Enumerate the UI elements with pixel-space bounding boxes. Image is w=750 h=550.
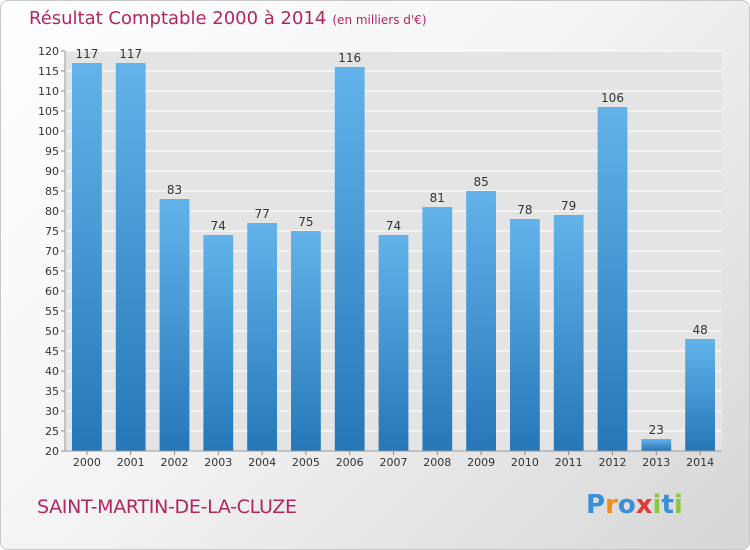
- y-tick-label: 90: [45, 165, 59, 178]
- y-tick-label: 55: [45, 305, 59, 318]
- x-tick-label: 2003: [204, 456, 232, 469]
- x-tick-label: 2014: [686, 456, 714, 469]
- y-tick-label: 60: [45, 285, 59, 298]
- x-tick-label: 2010: [511, 456, 539, 469]
- y-tick-label: 120: [38, 45, 59, 58]
- logo-letter: t: [661, 490, 674, 520]
- bar-value-label: 23: [649, 423, 664, 437]
- y-tick-label: 50: [45, 325, 59, 338]
- city-name: SAINT-MARTIN-DE-LA-CLUZE: [37, 496, 297, 518]
- x-tick-label: 2000: [73, 456, 101, 469]
- bar-value-label: 117: [75, 47, 98, 61]
- chart-title-text: Résultat Comptable 2000 à 2014: [29, 8, 327, 29]
- bar: [422, 207, 453, 451]
- bar-value-label: 106: [601, 91, 624, 105]
- bar-value-label: 117: [119, 47, 142, 61]
- x-tick-label: 2011: [555, 456, 583, 469]
- bar-value-label: 75: [298, 215, 313, 229]
- logo-letter: i: [673, 490, 683, 520]
- y-tick-label: 25: [45, 425, 59, 438]
- x-tick-label: 2001: [117, 456, 145, 469]
- y-tick-label: 20: [45, 445, 59, 458]
- bar: [685, 339, 715, 451]
- bar: [510, 219, 540, 451]
- bar: [203, 235, 234, 451]
- x-tick-label: 2013: [642, 456, 670, 469]
- x-tick-label: 2006: [336, 456, 364, 469]
- bar-value-label: 85: [473, 175, 488, 189]
- x-tick-label: 2012: [599, 456, 627, 469]
- bar: [466, 191, 496, 451]
- logo-letter: P: [586, 490, 606, 520]
- bar-value-label: 48: [692, 323, 707, 337]
- bar: [597, 107, 628, 451]
- bar-value-label: 116: [338, 51, 361, 65]
- bar: [159, 199, 190, 451]
- chart-title: Résultat Comptable 2000 à 2014 (en millie…: [29, 8, 427, 29]
- y-tick-label: 40: [45, 365, 59, 378]
- x-tick-label: 2004: [248, 456, 276, 469]
- y-tick-label: 95: [45, 145, 59, 158]
- bar: [72, 63, 102, 451]
- bar: [247, 223, 277, 451]
- y-tick-label: 45: [45, 345, 59, 358]
- y-tick-label: 65: [45, 265, 59, 278]
- bar-value-label: 79: [561, 199, 576, 213]
- bar-value-label: 74: [386, 219, 401, 233]
- logo-letter: o: [617, 490, 636, 520]
- y-tick-label: 115: [38, 65, 59, 78]
- bar-value-label: 77: [254, 207, 269, 221]
- bar: [291, 231, 321, 451]
- bar-value-label: 74: [211, 219, 226, 233]
- x-tick-label: 2005: [292, 456, 320, 469]
- bar: [115, 63, 146, 451]
- y-tick-label: 105: [38, 105, 59, 118]
- bar: [553, 215, 584, 451]
- x-tick-label: 2009: [467, 456, 495, 469]
- y-tick-label: 85: [45, 185, 59, 198]
- y-tick-label: 100: [38, 125, 59, 138]
- bar: [641, 439, 672, 451]
- y-tick-label: 35: [45, 385, 59, 398]
- chart-subtitle: (en milliers d'€): [332, 13, 427, 27]
- y-tick-label: 30: [45, 405, 59, 418]
- bar-value-label: 81: [430, 191, 445, 205]
- bar: [378, 235, 409, 451]
- y-tick-label: 75: [45, 225, 59, 238]
- y-tick-label: 70: [45, 245, 59, 258]
- x-tick-label: 2007: [380, 456, 408, 469]
- y-tick-label: 80: [45, 205, 59, 218]
- x-tick-label: 2008: [423, 456, 451, 469]
- logo-letter: r: [605, 490, 618, 520]
- x-tick-label: 2002: [161, 456, 189, 469]
- bar: [334, 67, 365, 451]
- y-tick-label: 110: [38, 85, 59, 98]
- proxiti-logo: Proxiti: [586, 490, 683, 520]
- bar-value-label: 83: [167, 183, 182, 197]
- bar-value-label: 78: [517, 203, 532, 217]
- logo-letter: i: [652, 490, 662, 520]
- logo-letter: x: [635, 490, 653, 520]
